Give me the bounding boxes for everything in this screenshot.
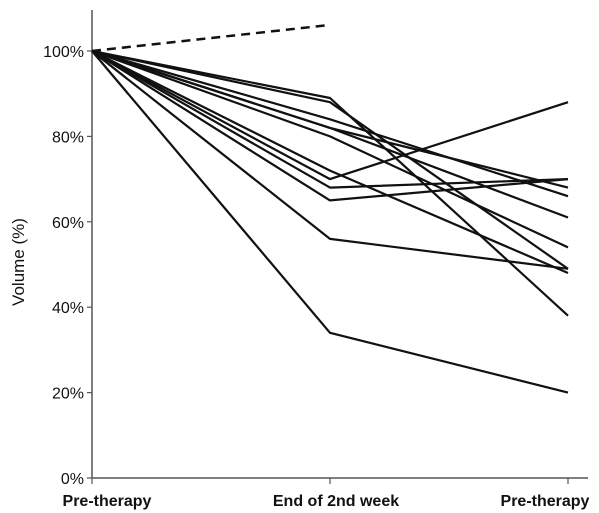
y-axis-title: Volume (%) — [9, 218, 28, 306]
series-line — [91, 50, 569, 181]
x-category-label: Pre-therapy — [63, 493, 152, 510]
series-line — [91, 50, 569, 394]
axes: 0% 20% 40% 60% 80% 100% Pre-therapy End of 2nd… — [9, 10, 590, 510]
y-tick-label: 0% — [61, 471, 84, 488]
series-line — [91, 50, 569, 275]
y-tick-label: 100% — [43, 44, 84, 61]
x-category-label: End of 2nd week — [273, 493, 399, 510]
series-line — [91, 49, 569, 189]
y-tick-label: 20% — [52, 386, 84, 403]
series-line-dashed — [91, 24, 327, 53]
series-line — [91, 49, 569, 270]
y-ticks: 0% 20% 40% 60% 80% 100% — [43, 44, 92, 488]
series-line — [91, 49, 569, 317]
x-category-label: Pre-therapy — [501, 493, 590, 510]
series-lines — [91, 24, 569, 394]
y-tick-label: 60% — [52, 215, 84, 232]
series-line — [91, 50, 569, 189]
series-line — [91, 49, 569, 198]
series-line — [91, 50, 569, 270]
series-line — [91, 50, 569, 202]
series-line — [91, 49, 569, 249]
y-tick-label: 40% — [52, 300, 84, 317]
y-tick-label: 80% — [52, 129, 84, 146]
x-ticks: Pre-therapy End of 2nd week Pre-therapy — [63, 478, 590, 510]
